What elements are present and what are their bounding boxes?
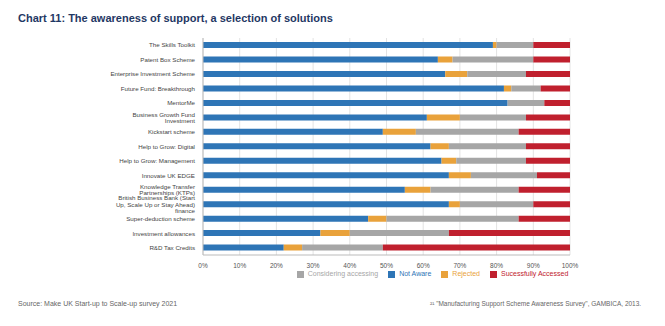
svg-text:British Business Bank (StartUp: British Business Bank (StartUp, Scale Up… — [116, 194, 196, 213]
svg-text:40%: 40% — [343, 262, 356, 269]
svg-text:R&D Tax Credits: R&D Tax Credits — [149, 244, 195, 251]
svg-text:70%: 70% — [453, 262, 466, 269]
svg-text:Help to Grow: Management: Help to Grow: Management — [119, 157, 195, 164]
svg-text:Investment allowances: Investment allowances — [132, 230, 195, 237]
svg-text:Future Fund: Breakthrough: Future Fund: Breakthrough — [121, 85, 196, 92]
svg-text:MentorMe: MentorMe — [167, 99, 195, 106]
svg-text:90%: 90% — [527, 262, 540, 269]
svg-text:10%: 10% — [233, 262, 246, 269]
svg-text:Patent Box Scheme: Patent Box Scheme — [140, 56, 195, 63]
svg-text:20%: 20% — [270, 262, 283, 269]
svg-text:Enterprise Investment Scheme: Enterprise Investment Scheme — [110, 70, 195, 77]
svg-text:50%: 50% — [380, 262, 393, 269]
svg-text:Innovate UK EDGE: Innovate UK EDGE — [142, 172, 195, 179]
svg-text:30%: 30% — [307, 262, 320, 269]
svg-text:Business Growth FundInvestment: Business Growth FundInvestment — [132, 111, 195, 124]
svg-text:80%: 80% — [490, 262, 503, 269]
svg-text:Help to Grow: Digital: Help to Grow: Digital — [138, 143, 195, 150]
svg-text:Super-deduction scheme: Super-deduction scheme — [126, 215, 195, 222]
svg-text:0%: 0% — [198, 262, 208, 269]
svg-text:The Skills Toolkit: The Skills Toolkit — [149, 41, 195, 48]
svg-text:60%: 60% — [417, 262, 430, 269]
svg-text:Kickstart scheme: Kickstart scheme — [148, 128, 196, 135]
svg-text:100%: 100% — [562, 262, 579, 269]
